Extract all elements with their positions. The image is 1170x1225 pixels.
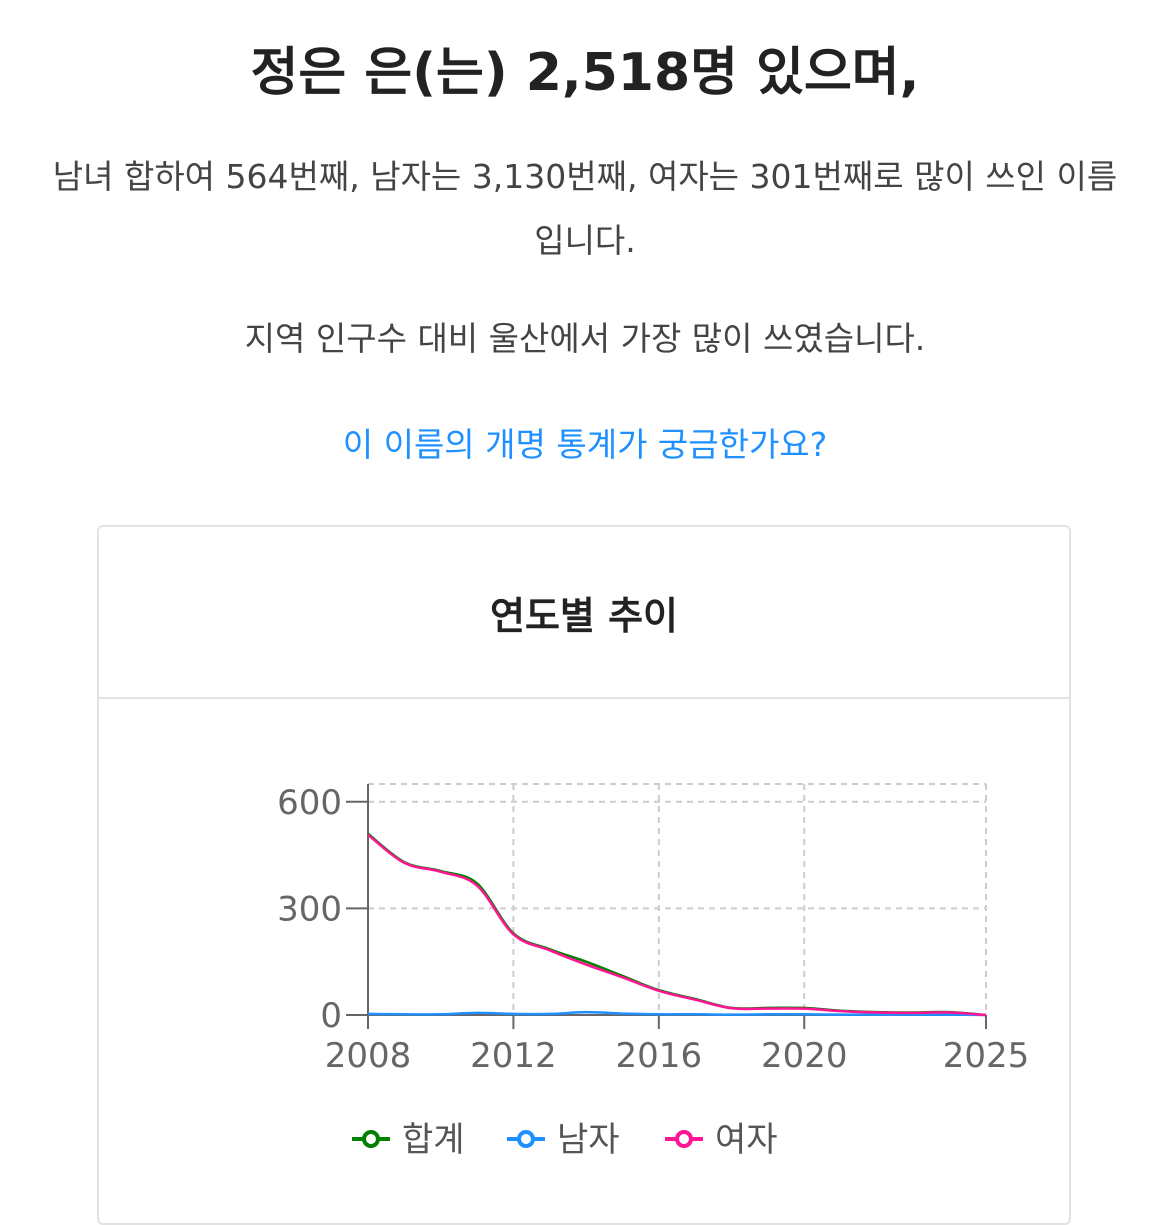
yearly-trend-card: 연도별 추이 0 300 600 2008 2012 2016 2020 2025 합계 남자 여자: [97, 525, 1071, 1225]
headline: 정은 은(는) 2,518명 있으며,: [250, 43, 920, 103]
x-tick-label: 2025: [943, 1036, 1030, 1076]
x-tick-label: 2020: [761, 1036, 848, 1076]
ranking-description: 남녀 합하여 564번째, 남자는 3,130번째, 여자는 301번째로 많이…: [52, 157, 1118, 260]
x-tick-label: 2012: [470, 1036, 557, 1076]
x-tick-label: 2008: [325, 1036, 412, 1076]
series-line-0: [367, 832, 987, 1017]
legend-label: 여자: [715, 1120, 778, 1160]
trend-chart: 0 300 600 2008 2012 2016 2020 2025 합계 남자 여자: [277, 783, 1030, 1160]
rename-stats-link[interactable]: 이 이름의 개명 통계가 궁금한가요?: [342, 425, 828, 464]
card-title: 연도별 추이: [99, 527, 1069, 699]
legend-marker: [517, 1130, 535, 1148]
legend-marker: [362, 1130, 380, 1148]
series-line-1: [367, 1010, 987, 1017]
region-description: 지역 인구수 대비 울산에서 가장 많이 쓰였습니다.: [244, 319, 926, 358]
legend-label: 남자: [557, 1120, 620, 1160]
series-line-2: [367, 833, 987, 1017]
y-tick-label: 300: [277, 889, 342, 929]
legend-marker: [675, 1130, 693, 1148]
y-tick-label: 0: [320, 996, 342, 1036]
legend-label: 합계: [402, 1120, 465, 1160]
x-tick-label: 2016: [616, 1036, 703, 1076]
y-tick-label: 600: [277, 783, 342, 823]
